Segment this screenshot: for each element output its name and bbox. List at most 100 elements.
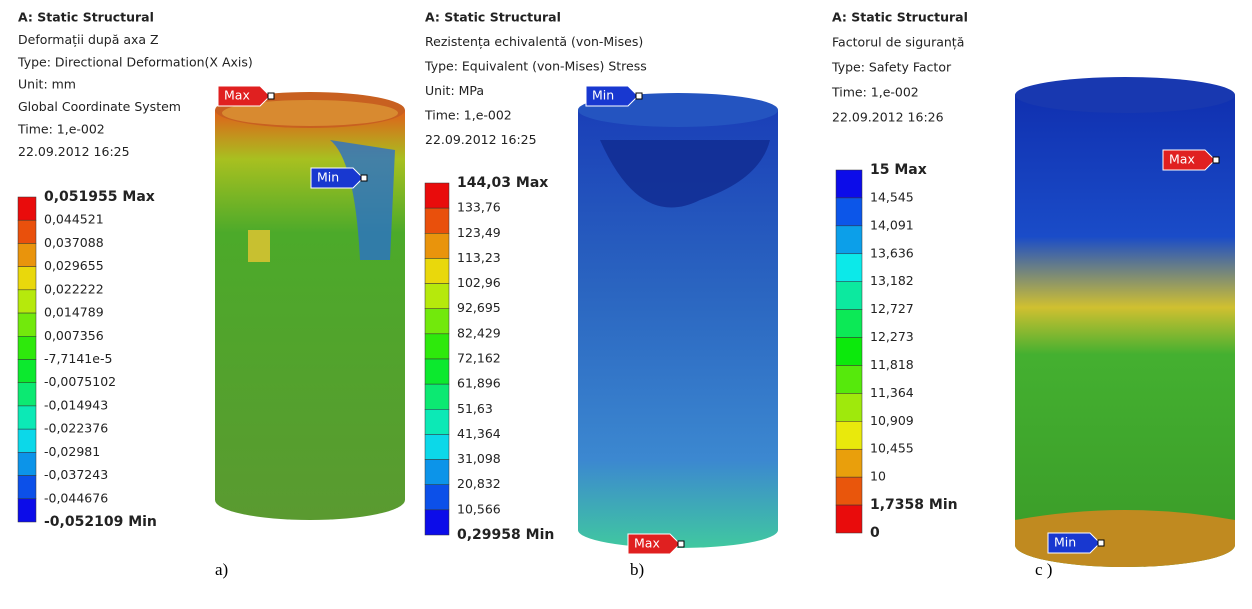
legend-band	[18, 406, 36, 429]
legend-label: 0,29958 Min	[457, 527, 554, 543]
legend-label: 31,098	[457, 451, 501, 466]
legend-label: 0,014789	[44, 305, 104, 320]
legend-band	[425, 460, 449, 485]
legend-label: 10,455	[870, 441, 914, 456]
legend-band	[18, 243, 36, 266]
legend-label: 133,76	[457, 200, 501, 215]
legend-band	[425, 485, 449, 510]
legend-label: 102,96	[457, 275, 501, 290]
header-line: Type: Equivalent (von-Mises) Stress	[424, 59, 647, 74]
legend-label: -0,022376	[44, 421, 108, 436]
legend-band	[18, 499, 36, 522]
header-line: Time: 1,e-002	[831, 85, 919, 100]
legend-label: 10,909	[870, 413, 914, 428]
legend-label: 0	[870, 525, 880, 541]
legend-band	[18, 383, 36, 406]
probe-label: Max	[634, 536, 660, 551]
legend-band	[18, 476, 36, 499]
legend-band	[425, 208, 449, 233]
legend-label: 11,364	[870, 385, 914, 400]
legend-band	[425, 510, 449, 535]
legend-label: -0,014943	[44, 397, 108, 412]
legend-band	[836, 393, 862, 421]
legend-band	[425, 233, 449, 258]
legend-label: 0,029655	[44, 258, 104, 273]
header-line: 22.09.2012 16:26	[832, 110, 944, 125]
legend-band	[425, 309, 449, 334]
legend-label: 0,037088	[44, 235, 104, 250]
legend-label: 0,022222	[44, 281, 104, 296]
legend-label: -0,044676	[44, 490, 108, 505]
legend-label: 41,364	[457, 426, 501, 441]
header-line: Time: 1,e-002	[424, 108, 512, 123]
header-line: Rezistența echivalentă (von-Mises)	[425, 34, 643, 49]
legend-band	[836, 226, 862, 254]
legend-label: 10,566	[457, 501, 501, 516]
legend-label: 92,695	[457, 300, 501, 315]
legend-band	[425, 258, 449, 283]
legend-band	[836, 282, 862, 310]
legend-label: 15 Max	[870, 162, 927, 178]
legend-band	[18, 452, 36, 475]
header-line: 22.09.2012 16:25	[425, 132, 537, 147]
legend-band	[836, 365, 862, 393]
header-line: A: Static Structural	[425, 10, 561, 25]
probe-point	[678, 541, 684, 547]
header-line: Global Coordinate System	[18, 99, 181, 114]
header-line: Unit: MPa	[425, 83, 484, 98]
legend-label: 12,727	[870, 301, 914, 316]
legend-band	[836, 449, 862, 477]
caption: a)	[215, 560, 228, 579]
legend-label: 13,636	[870, 245, 914, 260]
legend-label: 14,091	[870, 217, 914, 232]
legend-label: 13,182	[870, 273, 914, 288]
legend-band	[836, 477, 862, 505]
legend-band	[425, 334, 449, 359]
legend-label: 1,7358 Min	[870, 497, 958, 513]
header-line: Type: Directional Deformation(X Axis)	[17, 54, 253, 69]
legend-label: 0,051955 Max	[44, 189, 155, 205]
header-line: Factorul de siguranță	[832, 35, 964, 50]
model-a	[215, 92, 405, 520]
legend-band	[836, 338, 862, 366]
probe-label: Min	[592, 88, 614, 103]
legend-label: 10	[870, 469, 886, 484]
legend-band	[836, 421, 862, 449]
figure: A: Static Structural Deformații după axa …	[0, 0, 1252, 609]
legend-band	[18, 220, 36, 243]
legend-label: 144,03 Max	[457, 175, 548, 191]
header-line: A: Static Structural	[832, 10, 968, 25]
legend-band	[836, 310, 862, 338]
legend-label: -0,037243	[44, 467, 108, 482]
legend-label: 0,044521	[44, 212, 104, 227]
probe-point	[1213, 157, 1219, 163]
legend-label: -0,0075102	[44, 374, 116, 389]
probe-label: Max	[224, 88, 250, 103]
probe-label: Min	[317, 170, 339, 185]
legend-label: -7,7141e-5	[44, 351, 112, 366]
legend-band	[18, 290, 36, 313]
legend-band	[425, 434, 449, 459]
header-line: Deformații după axa Z	[18, 32, 159, 47]
legend-band	[18, 360, 36, 383]
legend-label: 0,007356	[44, 328, 104, 343]
legend-band	[18, 336, 36, 359]
probe-label: Min	[1054, 535, 1076, 550]
legend-band	[836, 254, 862, 282]
legend-label: 123,49	[457, 225, 501, 240]
legend-label: 14,545	[870, 189, 914, 204]
legend-band	[18, 313, 36, 336]
legend-band	[425, 359, 449, 384]
header-line: 22.09.2012 16:25	[18, 144, 130, 159]
probe-point	[268, 93, 274, 99]
probe-point	[361, 175, 367, 181]
legend-band	[836, 198, 862, 226]
probe-point	[636, 93, 642, 99]
legend-label: -0,02981	[44, 444, 100, 459]
legend-band	[425, 284, 449, 309]
legend-label: 113,23	[457, 250, 501, 265]
header-line: Unit: mm	[18, 77, 76, 92]
legend-band	[836, 170, 862, 198]
legend-label: 51,63	[457, 401, 493, 416]
legend-label: -0,052109 Min	[44, 514, 157, 530]
